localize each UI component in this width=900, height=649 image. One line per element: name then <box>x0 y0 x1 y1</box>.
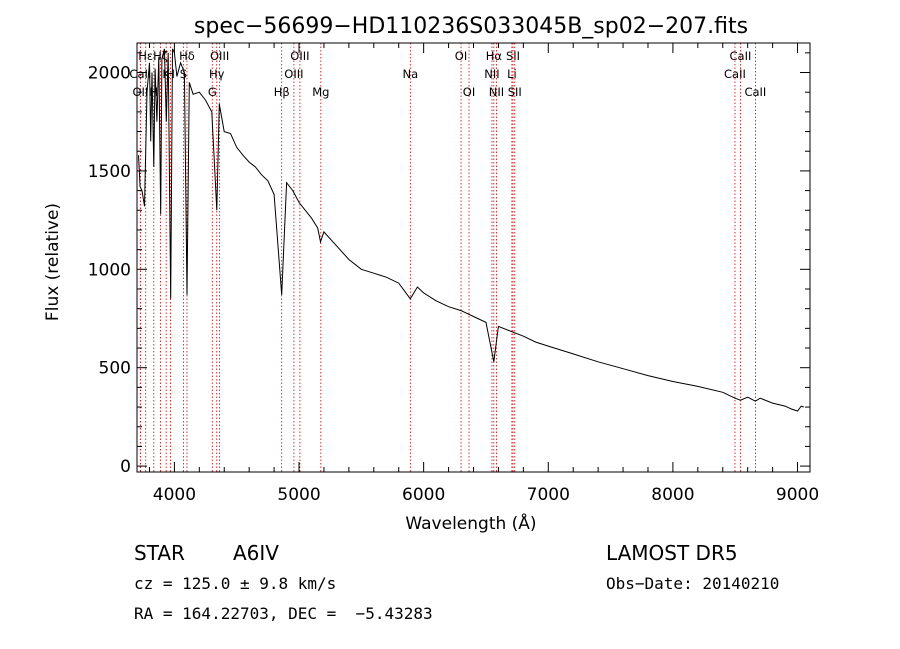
subclass: A6IV <box>233 541 279 565</box>
x-tick-label: 5000 <box>277 485 320 505</box>
survey-name: LAMOST DR5 <box>606 541 738 565</box>
spectral-line-label: OI <box>455 49 467 63</box>
spectral-line-label: H <box>149 85 158 99</box>
spectrum-line <box>138 48 804 412</box>
plot-frame <box>136 42 811 473</box>
y-axis-ticks: 0 500 1000 1500 2000 <box>88 52 810 477</box>
y-tick-label: 2000 <box>88 64 131 84</box>
spectral-line-label: S <box>180 67 187 81</box>
spectral-line-label: OI <box>463 85 475 99</box>
redshift-velocity: cz = 125.0 ± 9.8 km/s <box>134 574 337 593</box>
x-tick-label: 9000 <box>776 485 819 505</box>
coordinates: RA = 164.22703, DEC = −5.43283 <box>134 604 433 623</box>
chart-title: spec−56699−HD110236S033045B_sp02−207.fit… <box>194 14 748 39</box>
spectral-line-label: SII <box>506 49 520 63</box>
spectral-line-label: Hα <box>486 49 503 63</box>
observation-date: Obs−Date: 20140210 <box>606 574 780 593</box>
y-tick-label: 1000 <box>88 260 131 280</box>
spectral-line-label: SII <box>508 85 522 99</box>
spectral-line-label: G <box>208 85 217 99</box>
spectral-line-label: Mg <box>312 85 329 99</box>
y-axis-label: Flux (relative) <box>43 203 63 321</box>
spectral-line-label: Hγ <box>209 67 225 81</box>
x-tick-label: 4000 <box>153 485 196 505</box>
spectral-line-label: CaII <box>730 49 752 63</box>
spectral-line-label: OIII <box>290 49 309 63</box>
spectrum-series <box>138 48 804 412</box>
y-tick-label: 500 <box>99 359 131 379</box>
spectral-line-label: Hβ <box>274 85 290 99</box>
spectral-line-label: Li <box>507 67 517 81</box>
spectral-line-label: CaII <box>129 67 151 81</box>
y-tick-label: 1500 <box>88 162 131 182</box>
spectral-line-label: CaII <box>724 67 746 81</box>
y-tick-label: 0 <box>120 457 131 477</box>
object-class: STAR <box>134 541 185 565</box>
spectral-line-label: OIII <box>210 49 229 63</box>
spectral-line-label: K <box>162 67 170 81</box>
spectral-line-label: Hε <box>138 49 153 63</box>
x-tick-label: 7000 <box>527 485 570 505</box>
x-tick-label: 8000 <box>651 485 694 505</box>
spectral-line-label: Hδ <box>179 49 195 63</box>
spectral-line-label: H <box>166 67 175 81</box>
x-tick-label: 6000 <box>402 485 445 505</box>
x-axis-ticks: 4000 5000 6000 7000 8000 9000 <box>148 43 819 505</box>
spectral-line-label: Na <box>402 67 418 81</box>
spectral-line-label: CaII <box>744 85 766 99</box>
spectral-line-label: NII <box>489 85 504 99</box>
spectral-line-label: OIII <box>284 67 303 81</box>
x-axis-label: Wavelength (Å) <box>405 512 536 534</box>
spectral-line-label: NII <box>484 67 499 81</box>
